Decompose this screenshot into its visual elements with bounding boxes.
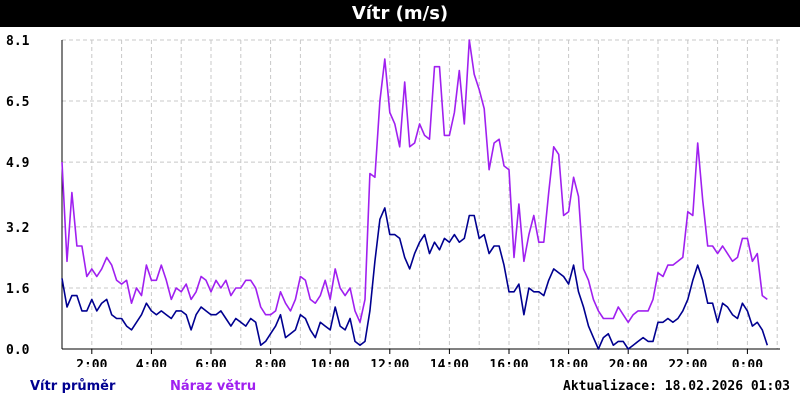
x-tick-label: 2:00 (76, 358, 107, 367)
update-label: Aktualizace: (563, 379, 657, 394)
axes (61, 40, 780, 354)
legend-avg-wind: Vítr průměr (30, 379, 116, 394)
x-tick-label: 0:00 (732, 358, 763, 367)
update-timestamp: Aktualizace: 18.02.2026 01:03 (563, 379, 790, 394)
y-tick-label: 3.2 (6, 221, 29, 236)
series-line-avg-wind (61, 207, 769, 350)
x-tick-label: 14:00 (430, 358, 469, 367)
y-tick-labels: 0.0 1.6 3.2 4.9 6.5 8.1 (6, 34, 30, 358)
y-tick-label: 8.1 (6, 34, 30, 49)
x-tick-label: 4:00 (136, 358, 167, 367)
series (61, 39, 769, 350)
grid (61, 39, 780, 350)
x-tick-label: 22:00 (668, 358, 707, 367)
x-tick-label: 8:00 (255, 358, 286, 367)
x-tick-label: 6:00 (195, 358, 226, 367)
x-tick-label: 16:00 (489, 358, 528, 367)
y-tick-label: 0.0 (6, 343, 30, 358)
x-tick-label: 20:00 (609, 358, 648, 367)
chart-title: Vítr (m/s) (0, 0, 800, 27)
y-tick-label: 4.9 (6, 156, 29, 171)
x-tick-label: 10:00 (311, 358, 350, 367)
y-tick-label: 6.5 (6, 95, 29, 110)
update-value: 18.02.2026 01:03 (664, 379, 790, 394)
wind-chart: 0.0 1.6 3.2 4.9 6.5 8.1 2:00 4:00 6:00 8:00 10:00… (6, 34, 780, 367)
y-tick-label: 1.6 (6, 282, 30, 297)
x-tick-label: 18:00 (549, 358, 588, 367)
legend-wind-gust: Náraz větru (170, 379, 257, 394)
x-tick-labels: 2:00 4:00 6:00 8:00 10:00 12:00 14:00 16:00 18:0… (76, 358, 763, 367)
series-line-wind-gust (61, 39, 768, 324)
x-tick-label: 12:00 (370, 358, 409, 367)
